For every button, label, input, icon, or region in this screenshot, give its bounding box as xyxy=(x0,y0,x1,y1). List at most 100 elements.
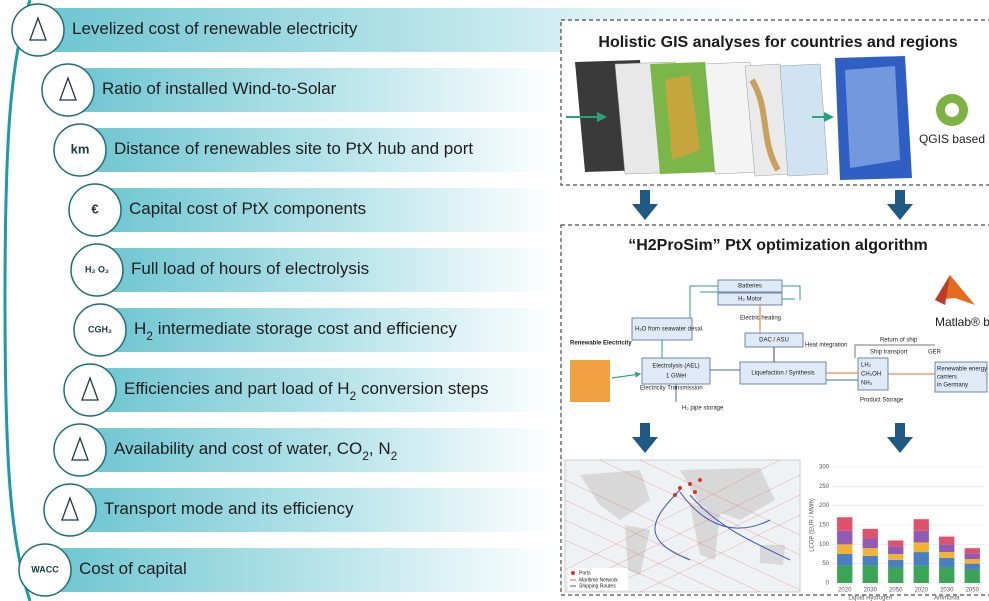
label-part: Distance of renewables site to PtX hub a… xyxy=(114,139,473,158)
bar-segment xyxy=(914,566,929,583)
decoration xyxy=(845,66,900,168)
bar-segment xyxy=(965,559,980,564)
parameter-icon xyxy=(44,484,96,536)
bar-segment xyxy=(863,529,878,539)
x-tick-label: 2020 xyxy=(838,588,852,594)
bar-segment xyxy=(965,564,980,570)
icon-text: H₂ O₂ xyxy=(85,264,109,274)
flow-label: Renewable Electricity xyxy=(570,341,632,347)
flow-label: Return of ship xyxy=(880,338,918,344)
y-axis-label: LCOP (EUR / MWh) xyxy=(810,498,816,552)
x-tick-label: 2020 xyxy=(915,588,929,594)
decoration xyxy=(632,190,658,220)
flow-label: Renewable energy xyxy=(937,367,987,373)
y-tick-label: 50 xyxy=(822,561,829,567)
bar-segment xyxy=(837,544,852,554)
label-part: , N xyxy=(369,439,391,458)
x-tick-label: 2050 xyxy=(889,588,903,594)
x-tick-label: 2030 xyxy=(864,588,878,594)
parameter-label: Capital cost of PtX components xyxy=(129,199,366,218)
label-part: Capital cost of PtX components xyxy=(129,199,366,218)
bar-segment xyxy=(939,544,954,552)
flow-label: carriers xyxy=(937,375,957,381)
bar-segment xyxy=(888,546,903,554)
flowchart: Matlab® based Renewable Electricity Elec… xyxy=(570,275,989,412)
parameter-icon xyxy=(42,64,94,116)
parameter-icon xyxy=(12,4,64,56)
decoration xyxy=(642,358,710,384)
decoration xyxy=(887,190,913,220)
flow-label: 1 GWel xyxy=(666,374,686,380)
flow-label: LH₂ xyxy=(861,363,872,369)
icon-text: km xyxy=(71,141,90,156)
label-part: intermediate storage cost and efficiency xyxy=(153,319,457,338)
flow-label: Batteries xyxy=(738,284,762,290)
bar-segment xyxy=(863,556,878,566)
decoration xyxy=(693,490,697,494)
map-legend: Shipping Routes xyxy=(579,583,616,589)
group-label: Ammonia xyxy=(934,596,960,601)
parameter-icon xyxy=(64,364,116,416)
flow-label: Electric heating xyxy=(740,316,781,322)
y-tick-label: 300 xyxy=(819,465,830,471)
decoration xyxy=(780,64,828,176)
label-part: Ratio of installed Wind-to-Solar xyxy=(102,79,337,98)
flow-label: Heat integration xyxy=(805,343,847,349)
bar-segment xyxy=(837,566,852,583)
label-part: conversion steps xyxy=(356,379,488,398)
decoration xyxy=(678,486,682,490)
bar-segment xyxy=(888,560,903,568)
bar-segment xyxy=(914,519,929,531)
bar-segment xyxy=(939,558,954,568)
label-part: H xyxy=(134,319,146,338)
flow-label: GER xyxy=(928,350,942,356)
timeline xyxy=(5,0,30,601)
flow-label: Electrolysis (AEL) xyxy=(652,364,699,370)
decoration xyxy=(782,286,800,300)
decoration xyxy=(760,545,785,565)
icon-text: € xyxy=(91,201,98,216)
bar-segment xyxy=(888,554,903,560)
bar-segment xyxy=(837,531,852,545)
label-part: Cost of capital xyxy=(79,559,187,578)
label-part: Full load of hours of electrolysis xyxy=(131,259,369,278)
decoration xyxy=(690,286,718,318)
flow-label: Liquefaction / Synthesis xyxy=(751,371,814,377)
sim-note: Matlab® based xyxy=(935,315,989,329)
bar-segment xyxy=(863,539,878,549)
parameter-label: Levelized cost of renewable electricity xyxy=(72,19,358,38)
decoration xyxy=(612,374,640,378)
parameter-icon xyxy=(54,424,106,476)
sim-title: “H2ProSim” PtX optimization algorithm xyxy=(628,237,928,254)
parameter-label: Ratio of installed Wind-to-Solar xyxy=(102,79,337,98)
icon-text: CGH₂ xyxy=(88,324,112,334)
parameter-label: Distance of renewables site to PtX hub a… xyxy=(114,139,473,158)
bar-segment xyxy=(888,540,903,546)
decoration xyxy=(632,423,658,453)
y-tick-label: 0 xyxy=(826,581,830,587)
bar-segment xyxy=(863,566,878,583)
map-legend: Ports xyxy=(579,570,591,576)
bar-segment xyxy=(914,552,929,566)
flow-label: NH₃ xyxy=(861,381,873,387)
bar-segment xyxy=(914,531,929,543)
decoration xyxy=(698,478,702,482)
flow-label: Electricity Transmission xyxy=(640,386,703,392)
label-part: Transport mode and its efficiency xyxy=(104,499,354,518)
gis-note: QGIS based xyxy=(919,132,985,146)
flow-label: in Germany xyxy=(937,383,968,389)
bar-segment xyxy=(965,553,980,559)
decoration xyxy=(570,360,610,402)
bar-segment xyxy=(965,569,980,583)
bar-segment xyxy=(914,542,929,552)
bar-segment xyxy=(965,548,980,553)
y-tick-label: 200 xyxy=(819,503,830,509)
label-part: 2 xyxy=(391,449,398,463)
flow-label: H₂ pipe storage xyxy=(682,406,724,412)
flow-label: DAC / ASU xyxy=(759,338,789,344)
bar-segment xyxy=(863,548,878,556)
bar-segment xyxy=(837,554,852,566)
flow-label: H₂O from seawater desal. xyxy=(635,327,704,333)
bar-segment xyxy=(939,537,954,545)
